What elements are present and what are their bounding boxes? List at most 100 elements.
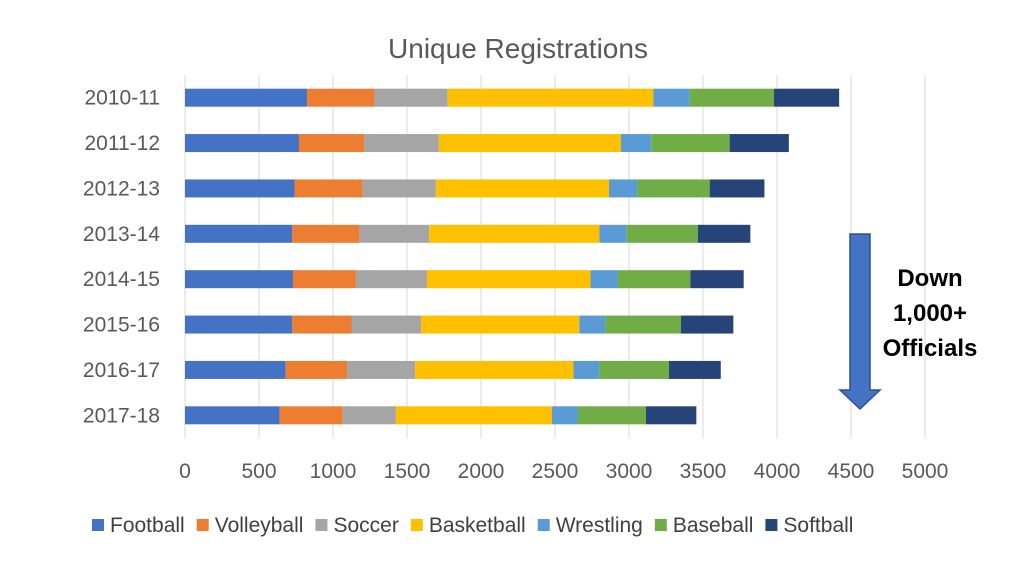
bar-basketball-2017-18 [395, 406, 553, 425]
annotation: Down 1,000+ Officials [838, 233, 978, 411]
bar-baseball-2013-14 [626, 224, 698, 243]
x-axis-labels: 0 500 1000 1500 2000 2500 3000 3500 4000 4500 5000 [179, 460, 948, 483]
legend-swatch-soccer [315, 519, 328, 531]
bar-football-2011-12 [185, 134, 299, 153]
y-tick-label: 2011-12 [84, 132, 160, 155]
bar-basketball-2010-11 [447, 88, 654, 107]
bar-baseball-2012-13 [637, 179, 710, 198]
bar-wrestling-2013-14 [599, 224, 627, 243]
bar-volleyball-2011-12 [298, 134, 365, 153]
annotation-line-1: Down [897, 265, 962, 292]
bar-volleyball-2015-16 [292, 315, 352, 334]
x-tick-label: 1500 [384, 460, 431, 483]
chart-title: Unique Registrations [388, 33, 648, 64]
x-tick-label: 2500 [532, 460, 579, 483]
bar-football-2013-14 [185, 224, 293, 243]
y-tick-label: 2016-17 [83, 359, 160, 382]
bar-football-2010-11 [185, 88, 308, 107]
bar-volleyball-2010-11 [307, 88, 375, 107]
bar-basketball-2014-15 [426, 270, 591, 289]
bar-wrestling-2014-15 [590, 270, 618, 289]
x-tick-label: 3500 [680, 460, 727, 483]
bar-softball-2010-11 [774, 88, 840, 107]
bar-softball-2012-13 [709, 179, 765, 198]
legend-label-baseball: Baseball [673, 514, 754, 537]
x-tick-label: 500 [241, 460, 276, 483]
bar-soccer-2012-13 [362, 179, 436, 198]
x-tick-label: 1000 [310, 460, 357, 483]
legend-label-football: Football [110, 514, 185, 537]
x-tick-label: 0 [179, 460, 191, 483]
legend: Football Volleyball Soccer Basketball Wrestl… [92, 514, 853, 537]
legend-label-wrestling: Wrestling [556, 514, 643, 537]
bar-soccer-2013-14 [359, 224, 430, 243]
y-tick-label: 2014-15 [83, 268, 160, 291]
y-axis-labels: 2010-11 2011-12 2012-13 2013-14 2014-15 2015-… [83, 87, 160, 428]
bar-softball-2015-16 [680, 315, 734, 334]
bar-soccer-2010-11 [374, 88, 448, 107]
legend-swatch-football [92, 519, 104, 531]
x-tick-label: 2000 [458, 460, 505, 483]
bar-basketball-2015-16 [421, 315, 580, 334]
bar-basketball-2013-14 [429, 224, 600, 243]
bar-wrestling-2010-11 [653, 88, 690, 107]
bar-wrestling-2011-12 [620, 134, 652, 153]
legend-swatch-baseball [654, 519, 667, 531]
bar-volleyball-2013-14 [292, 224, 360, 243]
annotation-line-3: Officials [883, 335, 978, 362]
bar-soccer-2014-15 [355, 270, 427, 289]
y-tick-label: 2015-16 [83, 314, 160, 337]
bar-softball-2014-15 [690, 270, 744, 289]
bar-basketball-2016-17 [415, 360, 574, 379]
legend-swatch-wrestling [537, 519, 550, 531]
x-tick-label: 4500 [828, 460, 875, 483]
bar-softball-2011-12 [729, 134, 789, 153]
bar-football-2016-17 [185, 360, 286, 379]
bar-volleyball-2016-17 [285, 360, 348, 379]
bar-soccer-2015-16 [351, 315, 422, 334]
y-tick-label: 2017-18 [83, 404, 160, 427]
bar-softball-2017-18 [646, 406, 697, 425]
annotation-line-2: 1,000+ [893, 300, 967, 327]
bar-baseball-2017-18 [577, 406, 647, 425]
legend-label-softball: Softball [783, 514, 853, 537]
y-tick-label: 2010-11 [84, 87, 160, 110]
bar-baseball-2014-15 [617, 270, 691, 289]
bar-football-2017-18 [185, 406, 280, 425]
y-tick-label: 2013-14 [83, 223, 160, 246]
bar-volleyball-2014-15 [293, 270, 356, 289]
bar-soccer-2011-12 [364, 134, 439, 153]
bar-wrestling-2016-17 [573, 360, 600, 379]
legend-label-volleyball: Volleyball [215, 514, 304, 537]
x-tick-label: 5000 [902, 460, 949, 483]
bar-volleyball-2012-13 [294, 179, 363, 198]
bar-volleyball-2017-18 [279, 406, 343, 425]
bar-baseball-2016-17 [599, 360, 669, 379]
legend-label-basketball: Basketball [429, 514, 526, 537]
bar-football-2014-15 [185, 270, 294, 289]
x-tick-label: 3000 [606, 460, 653, 483]
bar-wrestling-2017-18 [552, 406, 578, 425]
legend-swatch-volleyball [196, 519, 209, 531]
legend-swatch-softball [765, 519, 778, 531]
bar-soccer-2017-18 [342, 406, 396, 425]
bar-wrestling-2012-13 [609, 179, 638, 198]
legend-label-soccer: Soccer [333, 514, 398, 537]
bar-softball-2013-14 [697, 224, 751, 243]
bars [185, 88, 840, 425]
down-arrow-icon [838, 233, 882, 411]
bar-baseball-2011-12 [651, 134, 730, 153]
bar-softball-2016-17 [668, 360, 721, 379]
bar-basketball-2012-13 [435, 179, 610, 198]
bar-football-2012-13 [185, 179, 295, 198]
bar-baseball-2010-11 [689, 88, 775, 107]
legend-swatch-basketball [410, 519, 423, 531]
bar-wrestling-2015-16 [579, 315, 606, 334]
bar-soccer-2016-17 [347, 360, 416, 379]
bar-basketball-2011-12 [438, 134, 621, 153]
gridlines [184, 75, 926, 438]
bar-baseball-2015-16 [605, 315, 681, 334]
x-tick-label: 4000 [754, 460, 801, 483]
bar-football-2015-16 [185, 315, 293, 334]
